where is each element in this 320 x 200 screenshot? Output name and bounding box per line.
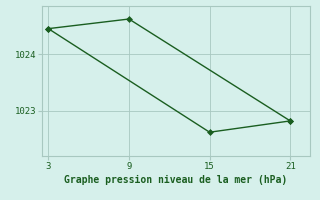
X-axis label: Graphe pression niveau de la mer (hPa): Graphe pression niveau de la mer (hPa) bbox=[64, 175, 288, 185]
